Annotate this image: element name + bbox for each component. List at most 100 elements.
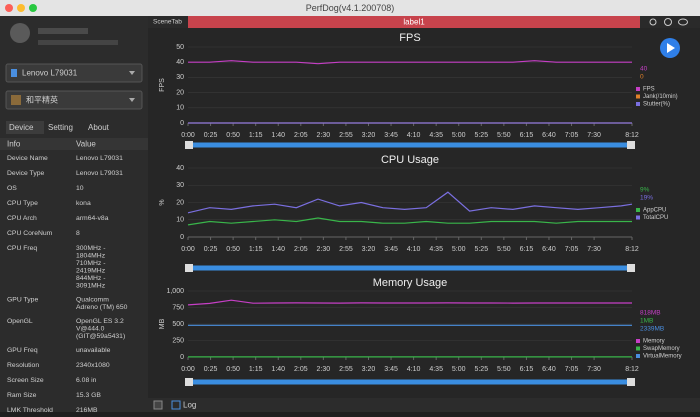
sidebar-tab[interactable]: Device bbox=[9, 123, 34, 132]
chart-title: CPU Usage bbox=[381, 154, 439, 166]
x-tick-label: 3:45 bbox=[384, 366, 398, 373]
sidebar-tab[interactable]: Setting bbox=[48, 123, 73, 132]
info-value: Lenovo L79031 bbox=[76, 155, 123, 162]
play-icon bbox=[667, 43, 675, 53]
scene-tab[interactable]: SceneTab bbox=[153, 19, 182, 26]
x-tick-label: 7:30 bbox=[587, 132, 601, 139]
legend-swatch bbox=[636, 94, 640, 99]
zoom-button[interactable] bbox=[29, 4, 37, 12]
info-value: V@444.0 bbox=[76, 325, 105, 332]
footer-toggle[interactable] bbox=[153, 400, 163, 410]
x-tick-label: 7:30 bbox=[587, 246, 601, 253]
close-button[interactable] bbox=[5, 4, 13, 12]
legend-swatch bbox=[636, 87, 640, 91]
y-tick-label: 250 bbox=[172, 337, 184, 344]
y-tick-label: 0 bbox=[180, 120, 184, 127]
y-tick-label: 10 bbox=[176, 217, 184, 224]
window-title: PerfDog(v4.1.200708) bbox=[306, 3, 395, 13]
slider-handle[interactable] bbox=[185, 141, 193, 149]
series-line bbox=[188, 60, 632, 65]
legend-label: Jank(/10min) bbox=[643, 94, 678, 100]
app-name: 和平精英 bbox=[26, 95, 58, 105]
info-value: (GIT@59a5431) bbox=[76, 333, 125, 340]
info-value: Lenovo L79031 bbox=[76, 170, 123, 177]
y-tick-label: 10 bbox=[176, 105, 184, 112]
x-tick-label: 1:15 bbox=[249, 246, 263, 253]
legend-label: FPS bbox=[643, 87, 655, 93]
legend-swatch bbox=[636, 346, 640, 351]
x-tick-label: 6:40 bbox=[542, 132, 556, 139]
legend-swatch bbox=[636, 354, 640, 358]
legend-swatch bbox=[636, 102, 640, 106]
x-tick-label: 2:55 bbox=[339, 246, 353, 253]
x-tick-label: 2:05 bbox=[294, 132, 308, 139]
x-tick-label: 8:12 bbox=[625, 246, 639, 253]
x-tick-label: 5:50 bbox=[497, 366, 511, 373]
y-tick-label: 50 bbox=[176, 44, 184, 51]
x-tick-label: 8:12 bbox=[625, 132, 639, 139]
y-tick-label: 500 bbox=[172, 321, 184, 328]
device-select[interactable] bbox=[5, 63, 143, 83]
x-tick-label: 2:55 bbox=[339, 366, 353, 373]
slider-handle[interactable] bbox=[185, 264, 193, 272]
x-tick-label: 7:05 bbox=[565, 246, 579, 253]
info-key: OS bbox=[7, 185, 17, 192]
slider-handle[interactable] bbox=[185, 378, 193, 386]
x-tick-label: 5:25 bbox=[474, 366, 488, 373]
legend-label: Stutter(%) bbox=[643, 102, 670, 108]
x-tick-label: 0:00 bbox=[181, 246, 195, 253]
y-tick-label: 20 bbox=[176, 89, 184, 96]
x-tick-label: 3:20 bbox=[362, 246, 376, 253]
range-slider[interactable] bbox=[188, 379, 632, 385]
legend-swatch bbox=[636, 215, 640, 220]
avatar[interactable] bbox=[10, 23, 30, 43]
info-value: unavailable bbox=[76, 347, 111, 354]
current-value: 818MB bbox=[640, 310, 661, 317]
y-axis-label: MB bbox=[159, 318, 166, 329]
x-tick-label: 2:05 bbox=[294, 366, 308, 373]
label-tab[interactable] bbox=[188, 16, 640, 28]
location-icon[interactable] bbox=[649, 18, 657, 26]
current-value: 1MB bbox=[640, 318, 653, 325]
x-tick-label: 0:50 bbox=[226, 366, 240, 373]
y-tick-label: 1,000 bbox=[166, 288, 184, 295]
info-key: CPU Type bbox=[7, 200, 38, 207]
x-tick-label: 6:15 bbox=[520, 366, 534, 373]
x-tick-label: 3:45 bbox=[384, 132, 398, 139]
x-tick-label: 1:15 bbox=[249, 366, 263, 373]
series-line bbox=[187, 299, 632, 306]
legend-swatch bbox=[636, 339, 640, 343]
app-select[interactable] bbox=[5, 90, 143, 110]
info-value: Qualcomm bbox=[76, 296, 109, 303]
info-key: Device Name bbox=[7, 155, 48, 162]
minimize-button[interactable] bbox=[17, 4, 25, 12]
range-slider[interactable] bbox=[188, 265, 632, 271]
info-key: Device Type bbox=[7, 170, 44, 177]
y-tick-label: 20 bbox=[176, 199, 184, 206]
slider-handle[interactable] bbox=[627, 264, 635, 272]
range-slider[interactable] bbox=[188, 142, 632, 148]
y-axis-label: FPS bbox=[159, 78, 166, 92]
x-tick-label: 1:40 bbox=[271, 246, 285, 253]
log-label: Log bbox=[183, 401, 196, 410]
slider-handle[interactable] bbox=[627, 378, 635, 386]
slider-handle[interactable] bbox=[627, 141, 635, 149]
y-tick-label: 30 bbox=[176, 74, 184, 81]
info-value: 710MHz - bbox=[76, 260, 105, 267]
x-tick-label: 0:00 bbox=[181, 132, 195, 139]
info-value: Adreno (TM) 650 bbox=[76, 304, 128, 311]
info-key: CPU Freq bbox=[7, 245, 37, 252]
cloud-icon[interactable] bbox=[678, 18, 688, 26]
x-tick-label: 4:35 bbox=[429, 366, 443, 373]
dropdown-arrow bbox=[129, 71, 135, 75]
chart-panel bbox=[148, 28, 700, 398]
log-checkbox[interactable] bbox=[171, 400, 181, 410]
info-key: GPU Type bbox=[7, 296, 38, 303]
clock-icon[interactable] bbox=[664, 18, 672, 26]
sidebar-tab[interactable]: About bbox=[88, 123, 110, 132]
device-icon bbox=[11, 69, 17, 77]
info-value: 216MB bbox=[76, 407, 98, 412]
info-value: 15.3 GB bbox=[76, 392, 101, 399]
